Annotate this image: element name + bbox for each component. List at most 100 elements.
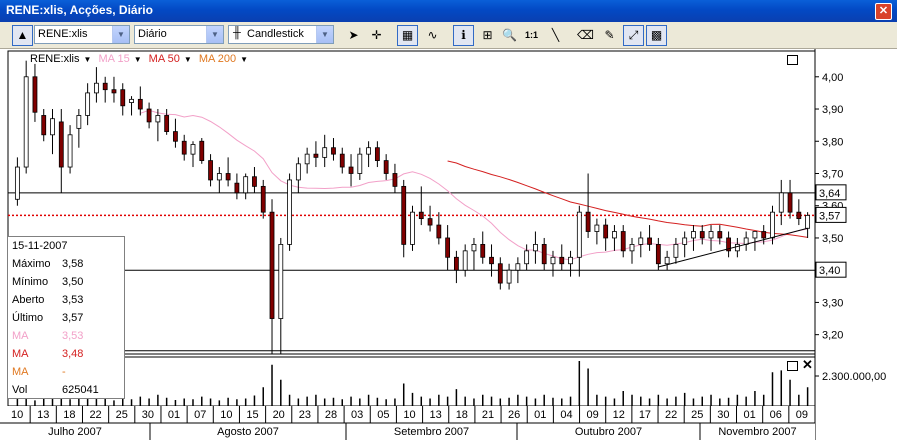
highlight-icon[interactable]: ✎: [604, 28, 615, 42]
candle-body: [85, 92, 91, 116]
info-row: MA -: [12, 366, 124, 382]
info-date-row: 15-11-2007: [12, 240, 124, 256]
candle-body: [612, 231, 617, 239]
one-to-one-button[interactable]: 1:1: [524, 30, 538, 40]
color-bars-icon[interactable]: ▩: [646, 25, 667, 46]
candle-body: [699, 231, 705, 239]
candle-body: [173, 131, 178, 142]
candle-body: [331, 147, 336, 155]
candle-body: [225, 173, 231, 181]
candle-body: [339, 153, 345, 168]
candle-body: [673, 244, 679, 258]
candle-body: [120, 89, 126, 107]
candle-body: [541, 244, 547, 265]
info-value: 625041: [62, 384, 99, 396]
zoom-icon[interactable]: 🔍: [502, 28, 517, 42]
chevron-down-icon[interactable]: ▼: [206, 26, 223, 43]
info-label: Vol: [12, 384, 28, 396]
candle-body: [770, 211, 775, 239]
candle-body: [726, 237, 731, 252]
day-tick-label: 13: [37, 409, 49, 421]
chevron-down-icon[interactable]: ▼: [240, 55, 249, 64]
legend-ma50[interactable]: MA 50: [148, 53, 180, 65]
chevron-down-icon[interactable]: ▼: [133, 55, 142, 64]
candle-body: [129, 98, 134, 103]
day-tick-label: 09: [587, 409, 599, 421]
legend-ma200[interactable]: MA 200: [198, 53, 237, 65]
day-tick-label: 17: [639, 409, 651, 421]
chart-type-combo[interactable]: Candlestick ╫ ▼: [228, 25, 334, 44]
candle-body: [41, 115, 47, 136]
chart-area[interactable]: 4,003,903,803,703,603,503,403,303,203,64…: [0, 49, 897, 440]
day-tick-label: 22: [665, 409, 677, 421]
candle-body: [550, 256, 556, 265]
info-value: -: [62, 366, 66, 378]
day-tick-label: 04: [560, 409, 572, 421]
candle-body: [155, 115, 161, 123]
month-label: Outubro 2007: [575, 426, 642, 438]
candle-body: [691, 231, 696, 239]
line-tool-icon[interactable]: ╲: [551, 28, 560, 42]
symbol-combo[interactable]: RENE:xlis ▼: [34, 25, 130, 44]
volume-tick-label: 2.300.000,00: [822, 371, 886, 383]
chevron-down-icon[interactable]: ▼: [183, 55, 192, 64]
candle-body: [515, 263, 521, 271]
candle-body: [778, 192, 784, 213]
candle-body: [295, 163, 301, 181]
candle-body: [322, 147, 328, 158]
month-label: Agosto 2007: [217, 426, 279, 438]
legend-symbol[interactable]: RENE:xlis: [30, 53, 80, 65]
candle-body: [603, 224, 609, 239]
day-tick-label: 26: [508, 409, 520, 421]
candle-body: [164, 115, 170, 132]
price-label: 3,64: [819, 188, 840, 200]
indicator-icon[interactable]: ∿: [427, 28, 438, 42]
candle-body: [524, 250, 530, 265]
candle-body: [304, 153, 310, 165]
info-value: 3,53: [62, 294, 84, 306]
price-label: 3,40: [819, 265, 840, 277]
toolbar: ▲ RENE:xlis ▼ Diário ▼ Candlestick ╫ ▼ ➤…: [0, 22, 897, 49]
day-tick-label: 15: [246, 409, 258, 421]
day-tick-label: 10: [220, 409, 232, 421]
price-tick-label: 3,20: [822, 330, 843, 342]
legend-ma15[interactable]: MA 15: [98, 53, 130, 65]
candle-body: [418, 211, 424, 220]
maximize-volume-panel-icon[interactable]: [787, 361, 798, 371]
collapse-up-icon[interactable]: ▲: [12, 25, 33, 46]
trend-line: [658, 227, 808, 268]
price-tick-label: 3,70: [822, 168, 843, 180]
chevron-down-icon[interactable]: ▼: [316, 26, 333, 43]
candle-body: [752, 231, 758, 239]
add-indicator-icon[interactable]: ⊞: [482, 28, 493, 42]
close-button[interactable]: ✕: [875, 3, 892, 20]
info-row: Aberto 3,53: [12, 294, 124, 310]
chevron-down-icon[interactable]: ▼: [112, 26, 129, 43]
day-tick-label: 23: [299, 409, 311, 421]
day-tick-label: 28: [325, 409, 337, 421]
price-chart[interactable]: 4,003,903,803,703,603,503,403,303,203,64…: [0, 49, 897, 440]
month-label: Setembro 2007: [394, 426, 469, 438]
chevron-down-icon[interactable]: ▼: [83, 55, 92, 64]
candle-body: [655, 244, 661, 265]
candle-body: [287, 179, 292, 245]
info-date: 15-11-2007: [12, 240, 68, 252]
maximize-panel-icon[interactable]: [787, 55, 798, 65]
price-tick-label: 4,00: [822, 72, 843, 84]
compare-icon[interactable]: ⤢: [623, 25, 644, 46]
info-icon[interactable]: ℹ: [453, 25, 474, 46]
crosshair-icon[interactable]: ✛: [371, 28, 382, 42]
candle-body: [761, 231, 767, 239]
price-panel-frame: [7, 50, 816, 355]
day-tick-label: 01: [168, 409, 180, 421]
grid-toggle-icon[interactable]: ▦: [397, 25, 418, 46]
day-tick-label: 30: [717, 409, 729, 421]
candle-body: [664, 256, 670, 265]
period-combo[interactable]: Diário ▼: [134, 25, 224, 44]
close-volume-panel-icon[interactable]: ✕: [802, 357, 813, 372]
eraser-icon[interactable]: ⌫: [577, 28, 594, 42]
candle-body: [14, 166, 20, 200]
cursor-arrow-icon[interactable]: ➤: [348, 28, 359, 42]
candle-body: [559, 256, 565, 265]
day-tick-label: 06: [770, 409, 782, 421]
